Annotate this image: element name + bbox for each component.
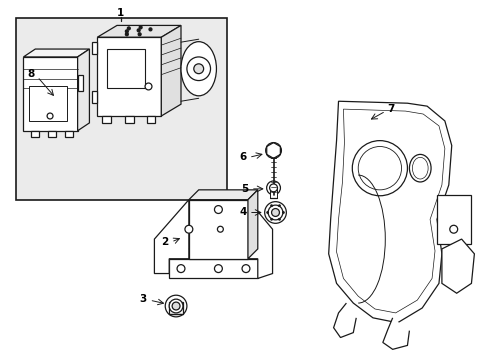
- Bar: [169, 302, 183, 314]
- Polygon shape: [124, 116, 133, 123]
- Circle shape: [242, 265, 249, 273]
- Text: 4: 4: [239, 207, 246, 217]
- Polygon shape: [333, 303, 356, 338]
- Text: 6: 6: [239, 152, 246, 162]
- Polygon shape: [48, 131, 56, 137]
- Bar: [269, 188, 277, 198]
- Circle shape: [137, 29, 140, 32]
- Polygon shape: [78, 75, 82, 91]
- Text: 8: 8: [28, 69, 35, 79]
- Circle shape: [270, 205, 272, 206]
- Bar: [107, 49, 144, 89]
- Circle shape: [125, 30, 128, 33]
- Text: 1: 1: [117, 8, 124, 18]
- Polygon shape: [23, 49, 89, 57]
- Polygon shape: [78, 49, 89, 131]
- Circle shape: [265, 143, 281, 158]
- Circle shape: [138, 33, 141, 36]
- Circle shape: [282, 212, 284, 213]
- Circle shape: [267, 205, 283, 220]
- Ellipse shape: [408, 154, 430, 182]
- Polygon shape: [92, 91, 97, 103]
- Polygon shape: [441, 239, 473, 293]
- Polygon shape: [188, 190, 257, 200]
- Text: 5: 5: [241, 184, 248, 194]
- Polygon shape: [31, 131, 39, 137]
- Circle shape: [186, 57, 210, 81]
- Circle shape: [266, 212, 268, 213]
- Polygon shape: [92, 42, 97, 54]
- Circle shape: [172, 302, 180, 310]
- Polygon shape: [154, 200, 188, 274]
- Polygon shape: [188, 200, 247, 259]
- Circle shape: [184, 225, 192, 233]
- Polygon shape: [328, 101, 451, 323]
- Ellipse shape: [181, 42, 216, 96]
- Bar: [16, 18, 227, 200]
- Circle shape: [139, 26, 142, 29]
- Polygon shape: [382, 318, 408, 349]
- Polygon shape: [169, 249, 267, 259]
- Circle shape: [193, 64, 203, 74]
- Circle shape: [271, 208, 279, 216]
- Circle shape: [127, 27, 130, 30]
- Bar: [29, 86, 67, 121]
- Polygon shape: [23, 57, 78, 131]
- Text: 3: 3: [139, 294, 146, 304]
- Circle shape: [449, 225, 457, 233]
- Circle shape: [269, 184, 277, 192]
- Text: 2: 2: [160, 237, 167, 247]
- Circle shape: [278, 205, 280, 206]
- Polygon shape: [247, 200, 272, 278]
- Circle shape: [278, 219, 280, 220]
- Circle shape: [47, 113, 53, 119]
- Circle shape: [264, 202, 286, 223]
- Polygon shape: [65, 131, 73, 137]
- Bar: [436, 195, 470, 244]
- Circle shape: [177, 265, 184, 273]
- Circle shape: [169, 299, 183, 313]
- Circle shape: [145, 83, 152, 90]
- Polygon shape: [247, 190, 257, 259]
- Text: 7: 7: [386, 104, 394, 114]
- Polygon shape: [146, 116, 155, 123]
- Circle shape: [125, 33, 128, 36]
- Polygon shape: [161, 26, 181, 116]
- Polygon shape: [97, 37, 161, 116]
- Circle shape: [270, 219, 272, 220]
- Circle shape: [214, 206, 222, 213]
- Circle shape: [217, 226, 223, 232]
- Circle shape: [165, 295, 186, 317]
- Circle shape: [266, 181, 280, 195]
- Polygon shape: [169, 259, 257, 278]
- Polygon shape: [97, 26, 181, 37]
- Circle shape: [351, 141, 407, 196]
- Circle shape: [214, 265, 222, 273]
- Polygon shape: [102, 116, 111, 123]
- Circle shape: [149, 28, 152, 31]
